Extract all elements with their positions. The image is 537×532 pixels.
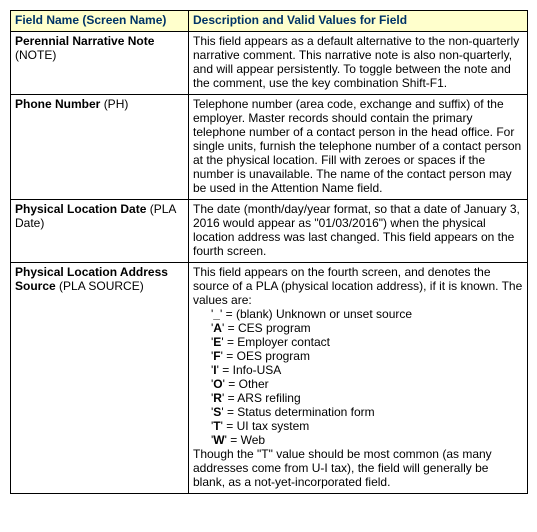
table-row: Perennial Narrative Note (NOTE) This fie… [11, 32, 528, 95]
value-row: 'O' = Other [211, 377, 523, 391]
header-description: Description and Valid Values for Field [189, 11, 528, 32]
pla-source-intro: This field appears on the fourth screen,… [193, 265, 523, 307]
value-row: 'I' = Info-USA [211, 363, 523, 377]
value-row: 'W' = Web [211, 433, 523, 447]
field-name-cell: Physical Location Date (PLA Date) [11, 200, 189, 263]
field-name-cell: Physical Location Address Source (PLA SO… [11, 263, 189, 494]
field-description: This field appears on the fourth screen,… [189, 263, 528, 494]
value-row: '_' = (blank) Unknown or unset source [211, 307, 523, 321]
field-description: The date (month/day/year format, so that… [189, 200, 528, 263]
table-row: Phone Number (PH) Telephone number (area… [11, 95, 528, 200]
field-description: This field appears as a default alternat… [189, 32, 528, 95]
field-name: Physical Location Date [15, 202, 146, 216]
field-name-cell: Perennial Narrative Note (NOTE) [11, 32, 189, 95]
value-row: 'A' = CES program [211, 321, 523, 335]
header-field-name: Field Name (Screen Name) [11, 11, 189, 32]
pla-source-values: '_' = (blank) Unknown or unset source 'A… [211, 307, 523, 447]
screen-name: (PH) [104, 97, 129, 111]
field-name-cell: Phone Number (PH) [11, 95, 189, 200]
value-row: 'F' = OES program [211, 349, 523, 363]
pla-source-outro: Though the "T" value should be most comm… [193, 447, 523, 489]
value-row: 'T' = UI tax system [211, 419, 523, 433]
screen-name: (PLA SOURCE) [59, 279, 144, 293]
table-row: Physical Location Address Source (PLA SO… [11, 263, 528, 494]
field-description: Telephone number (area code, exchange an… [189, 95, 528, 200]
field-name: Phone Number [15, 97, 100, 111]
value-row: 'R' = ARS refiling [211, 391, 523, 405]
value-row: 'S' = Status determination form [211, 405, 523, 419]
table-header-row: Field Name (Screen Name) Description and… [11, 11, 528, 32]
field-definitions-table: Field Name (Screen Name) Description and… [10, 10, 528, 494]
screen-name: (NOTE) [15, 48, 56, 62]
field-name: Perennial Narrative Note [15, 34, 154, 48]
value-row: 'E' = Employer contact [211, 335, 523, 349]
table-row: Physical Location Date (PLA Date) The da… [11, 200, 528, 263]
